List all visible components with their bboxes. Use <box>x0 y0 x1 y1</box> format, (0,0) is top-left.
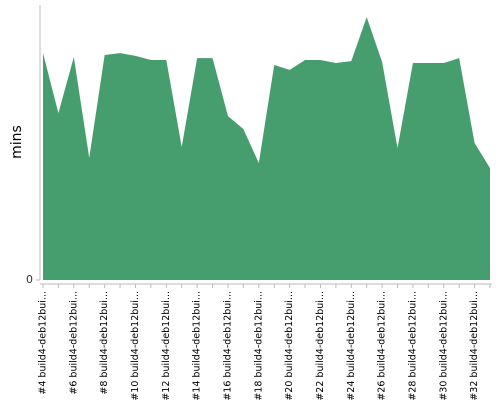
x-tick-label: #8 build4-deb12bui... <box>99 291 110 395</box>
x-tick-label: #6 build4-deb12bui... <box>68 291 79 395</box>
x-tick-label: #28 build4-deb12bui... <box>407 291 418 400</box>
y-axis-label: mins <box>9 125 25 159</box>
y-tick-label: 0 <box>26 273 33 286</box>
x-tick-label: #16 build4-deb12bui... <box>222 291 233 400</box>
area <box>43 17 490 280</box>
x-tick-label: #30 build4-deb12bui... <box>438 291 449 400</box>
x-tick-label: #12 build4-deb12bui... <box>161 291 172 400</box>
x-tick-label: #26 build4-deb12bui... <box>377 291 388 400</box>
x-tick-label: #4 build4-deb12bui... <box>38 291 49 395</box>
x-tick-label: #14 build4-deb12bui... <box>192 291 203 400</box>
x-tick-label: #18 build4-deb12bui... <box>253 291 264 400</box>
x-tick-label: #32 build4-deb12bui... <box>469 291 480 400</box>
x-tick-label: #20 build4-deb12bui... <box>284 291 295 400</box>
x-tick-label: #22 build4-deb12bui... <box>315 291 326 400</box>
x-tick-label: #24 build4-deb12bui... <box>346 291 357 400</box>
x-tick-label: #10 build4-deb12bui... <box>130 291 141 400</box>
